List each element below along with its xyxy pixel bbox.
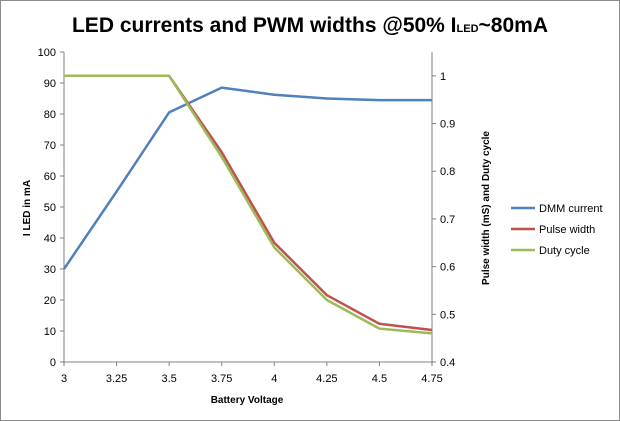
x-tick-label: 4	[271, 373, 277, 385]
x-axis-title: Battery Voltage	[211, 395, 284, 406]
x-tick-label: 4.5	[372, 373, 387, 385]
y2-tick-label: 0.9	[440, 119, 455, 131]
y-tick-label: 100	[38, 47, 56, 59]
x-tick-label: 3.25	[106, 373, 127, 385]
x-axis-ticks: 3 3.25 3.5 3.75 4 4.25 4.5 4.75	[61, 362, 443, 385]
y2-tick-label: 0.8	[440, 166, 455, 178]
y-tick-label: 0	[50, 357, 56, 369]
y-axis-ticks: 0 10 20 30 40 50 60 70 80 90 100	[38, 47, 64, 369]
series-line-dmm-current	[62, 86, 432, 270]
legend-label-pulse-width: Pulse width	[539, 224, 595, 236]
axes	[63, 52, 433, 363]
y-tick-label: 30	[44, 264, 56, 276]
y-tick-label: 90	[44, 78, 56, 90]
y2-axis-title: Pulse width (mS) and Duty cycle	[481, 131, 492, 285]
y-tick-label: 80	[44, 109, 56, 121]
y-tick-label: 70	[44, 140, 56, 152]
y2-tick-label: 0.6	[440, 262, 455, 274]
y-tick-label: 60	[44, 171, 56, 183]
x-tick-label: 4.75	[421, 373, 442, 385]
y2-tick-label: 1	[440, 71, 446, 83]
y2-tick-label: 0.5	[440, 309, 455, 321]
series-lines	[62, 74, 433, 335]
chart-title: LED currents and PWM widths @50% ILED~80…	[72, 14, 548, 37]
y-axis-title: I LED in mA	[22, 180, 33, 236]
legend: DMM current Pulse width Duty cycle	[511, 203, 603, 257]
legend-label-dmm-current: DMM current	[539, 203, 603, 215]
y2-axis-ticks: 0.4 0.5 0.6 0.7 0.8 0.9 1	[432, 71, 455, 369]
y-tick-label: 40	[44, 233, 56, 245]
y2-tick-label: 0.7	[440, 214, 455, 226]
y-tick-label: 20	[44, 295, 56, 307]
x-tick-label: 4.25	[316, 373, 337, 385]
legend-label-duty-cycle: Duty cycle	[539, 245, 590, 257]
y-tick-label: 10	[44, 326, 56, 338]
x-tick-label: 3	[61, 373, 67, 385]
y-tick-label: 50	[44, 202, 56, 214]
x-tick-label: 3.5	[161, 373, 176, 385]
y2-tick-label: 0.4	[440, 357, 455, 369]
series-line-duty-cycle	[64, 74, 433, 335]
x-tick-label: 3.75	[211, 373, 232, 385]
